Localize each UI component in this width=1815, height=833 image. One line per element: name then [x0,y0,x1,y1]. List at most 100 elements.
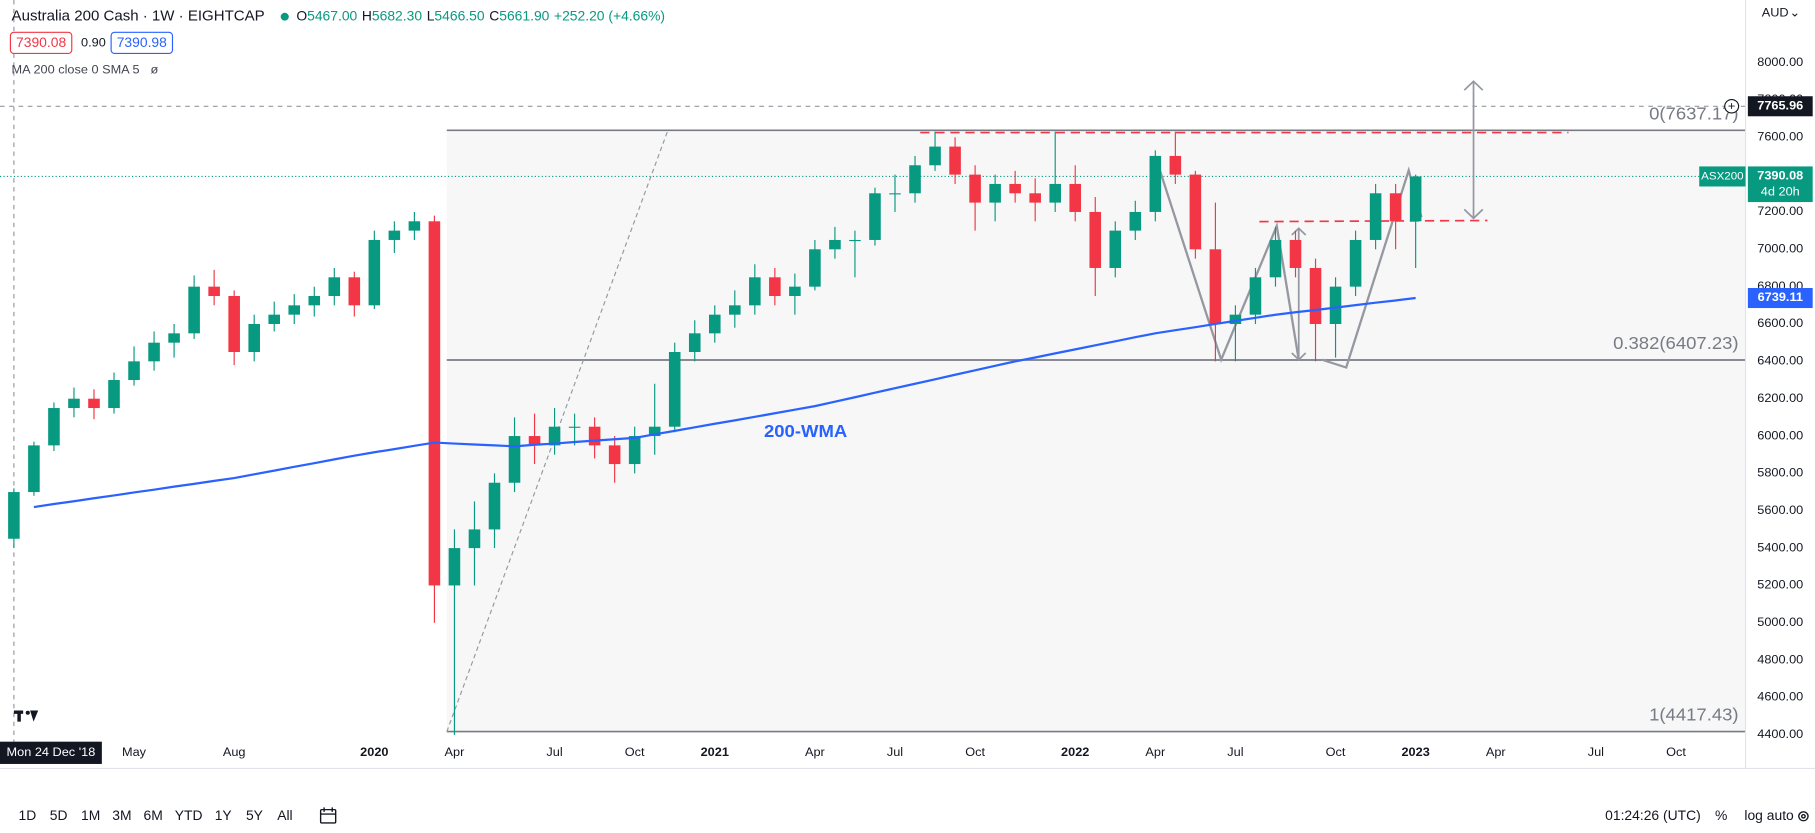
sell-box[interactable] [9,31,73,55]
x-tick-label: 2020 [360,745,388,759]
indicator-value: ø [150,63,158,77]
currency-menu[interactable]: ⌄ [1790,6,1801,20]
candle-body [568,426,581,428]
symbol-title: Australia 200 Cash · 1W · EIGHTCAP [12,9,265,25]
range-button[interactable]: All [277,808,292,823]
x-tick-label: Oct [1326,745,1346,759]
trend-line [446,130,669,732]
currency: AUD [1762,6,1789,20]
candle-body [889,193,901,195]
crosshair-date-bg [0,741,102,764]
y-tick-label: 5600.00 [1757,503,1803,517]
y-tick-label: 6600.00 [1757,316,1803,330]
bid[interactable]: 7390.08 [16,35,66,50]
candle-body [628,436,641,465]
scale-option[interactable]: % [1715,808,1727,823]
x-tick-label: 2021 [701,745,729,759]
candle-body [1189,174,1202,250]
candle-body [188,286,200,334]
candle-body [508,436,521,483]
date-range-icon[interactable] [319,807,337,824]
candle-body [488,482,501,530]
candle-body [248,323,260,353]
countdown: 4d 20h [1761,184,1800,198]
y-tick-label: 4600.00 [1757,690,1803,704]
candle-body [769,277,781,296]
x-tick-label: Jul [887,745,903,759]
y-tick-label: 4800.00 [1757,653,1803,667]
range-button[interactable]: 1M [81,808,100,823]
crosshair-date: Mon 24 Dec '18 [7,745,96,759]
candle-body [68,398,80,409]
candle-body [348,277,361,306]
candle-body [648,426,661,437]
candle-body [708,314,721,334]
candle-body [1029,193,1041,203]
candle-body [1309,267,1322,324]
x-tick-label: Apr [805,745,825,759]
y-tick-label: 7600.00 [1757,130,1803,144]
x-tick-label: Jul [1227,745,1243,759]
fib-label: 0(7637.17) [1649,104,1739,124]
range-button[interactable]: 1D [19,808,37,823]
candle-body [1109,230,1122,268]
candle-body [608,445,621,465]
ma-annotation: 200-WMA [764,421,847,441]
y-tick-label: 6200.00 [1757,391,1803,405]
candle-body [1229,314,1242,324]
x-tick-label: Apr [445,745,465,759]
indicator-legend: MA 200 close 0 SMA 5 [12,63,140,77]
status-dot [280,12,289,21]
range-button[interactable]: 3M [112,808,131,823]
candle-body [1369,193,1382,240]
candle-body [28,445,40,493]
add-alert-button[interactable] [1724,99,1740,114]
range-button[interactable]: 6M [144,808,163,823]
candle-body [729,305,741,315]
buy-box[interactable] [110,31,174,55]
spread: 0.90 [81,36,106,50]
candle-body [268,314,281,324]
candle-body [108,380,120,409]
candle-body [749,277,761,306]
fib-label: 0.382(6407.23) [1613,333,1739,353]
y-tick-label: 7200.00 [1757,204,1803,218]
x-tick-label: Apr [1145,745,1165,759]
symbol-tag: ASX200 [1701,171,1743,183]
scale-option[interactable]: auto [1767,808,1794,823]
x-tick-label: May [122,745,147,759]
ask[interactable]: 7390.98 [117,35,167,50]
ohlc-value: 5467.00 [307,8,358,23]
ohlc-key: C [489,8,499,23]
ohlc-legend: O5467.00 H5682.30 L5466.50 C5661.90 +252.20 … [296,8,665,23]
range-button[interactable]: 5D [50,808,68,823]
candle-body [468,529,481,549]
candle-body [148,342,160,362]
candle-body [989,183,1001,203]
candle-body [1049,183,1061,203]
candle-body [1149,155,1162,212]
y-tick-label: 7000.00 [1757,242,1803,256]
range-button[interactable]: YTD [175,808,203,823]
y-tick-label: 5000.00 [1757,615,1803,629]
range-button[interactable]: 1Y [215,808,232,823]
candle-body [1009,183,1021,194]
ma-price: 6739.11 [1758,290,1803,304]
clock: 01:24:26 (UTC) [1605,808,1701,823]
range-button[interactable]: 5Y [246,808,263,823]
add-alert-plus: + [1728,99,1735,113]
candle-body [328,277,341,296]
settings-icon[interactable] [1798,811,1809,822]
y-tick-label: 6000.00 [1757,428,1803,442]
candle-body [168,333,180,343]
candle-body [668,352,681,427]
candle-body [88,398,100,409]
x-tick-label: 2022 [1061,745,1089,759]
candle-body [929,146,941,166]
candle-body [428,221,441,586]
ohlc-value: 5682.30 [372,8,423,23]
last-price: 7390.08 [1757,169,1803,183]
scale-option[interactable]: log [1744,808,1763,823]
ohlc-key: L [427,8,435,23]
